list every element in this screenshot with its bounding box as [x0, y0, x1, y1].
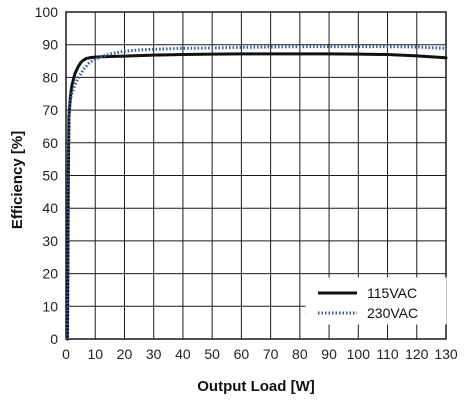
x-tick-label: 110	[376, 346, 399, 362]
x-tick-label: 130	[434, 346, 458, 362]
x-tick-label: 50	[204, 346, 220, 362]
legend-box	[305, 277, 447, 325]
y-tick-label: 10	[42, 298, 58, 314]
y-tick-label: 60	[42, 135, 58, 151]
x-axis-title: Output Load [W]	[197, 378, 314, 395]
y-tick-label: 0	[50, 331, 58, 347]
x-tick-label: 120	[405, 346, 429, 362]
x-tick-label: 20	[117, 346, 133, 362]
y-tick-label: 100	[35, 4, 59, 20]
x-tick-label: 70	[263, 346, 279, 362]
series-line-230vac	[65, 45, 447, 340]
y-tick-label: 90	[42, 37, 58, 53]
x-tick-label: 30	[146, 346, 162, 362]
legend-label-230vac: 230VAC	[367, 305, 418, 321]
x-tick-label: 100	[347, 346, 371, 362]
x-tick-label: 60	[234, 346, 250, 362]
series-lines	[65, 45, 448, 341]
y-tick-label: 40	[42, 200, 58, 216]
plot-frame	[65, 11, 447, 340]
y-tick-label: 30	[42, 233, 58, 249]
x-tick-label: 90	[321, 346, 337, 362]
legend-label-115vac: 115VAC	[367, 285, 417, 301]
x-tick-label: 40	[175, 346, 191, 362]
y-tick-label: 70	[42, 102, 58, 118]
y-tick-label: 20	[42, 266, 58, 282]
x-tick-label: 10	[87, 346, 103, 362]
y-tick-label: 50	[42, 168, 58, 184]
y-tick-labels: 0 10 20 30 40 50 60 70 80 90 100	[35, 4, 59, 347]
legend: 115VAC 230VAC	[305, 277, 447, 325]
x-tick-label: 0	[62, 346, 70, 362]
y-tick-label: 80	[42, 69, 58, 85]
x-tick-label: 80	[292, 346, 308, 362]
x-tick-labels: 0 10 20 30 40 50 60 70 80 90 100 110 120 130	[62, 346, 458, 362]
y-axis-title: Efficiency [%]	[9, 131, 26, 229]
